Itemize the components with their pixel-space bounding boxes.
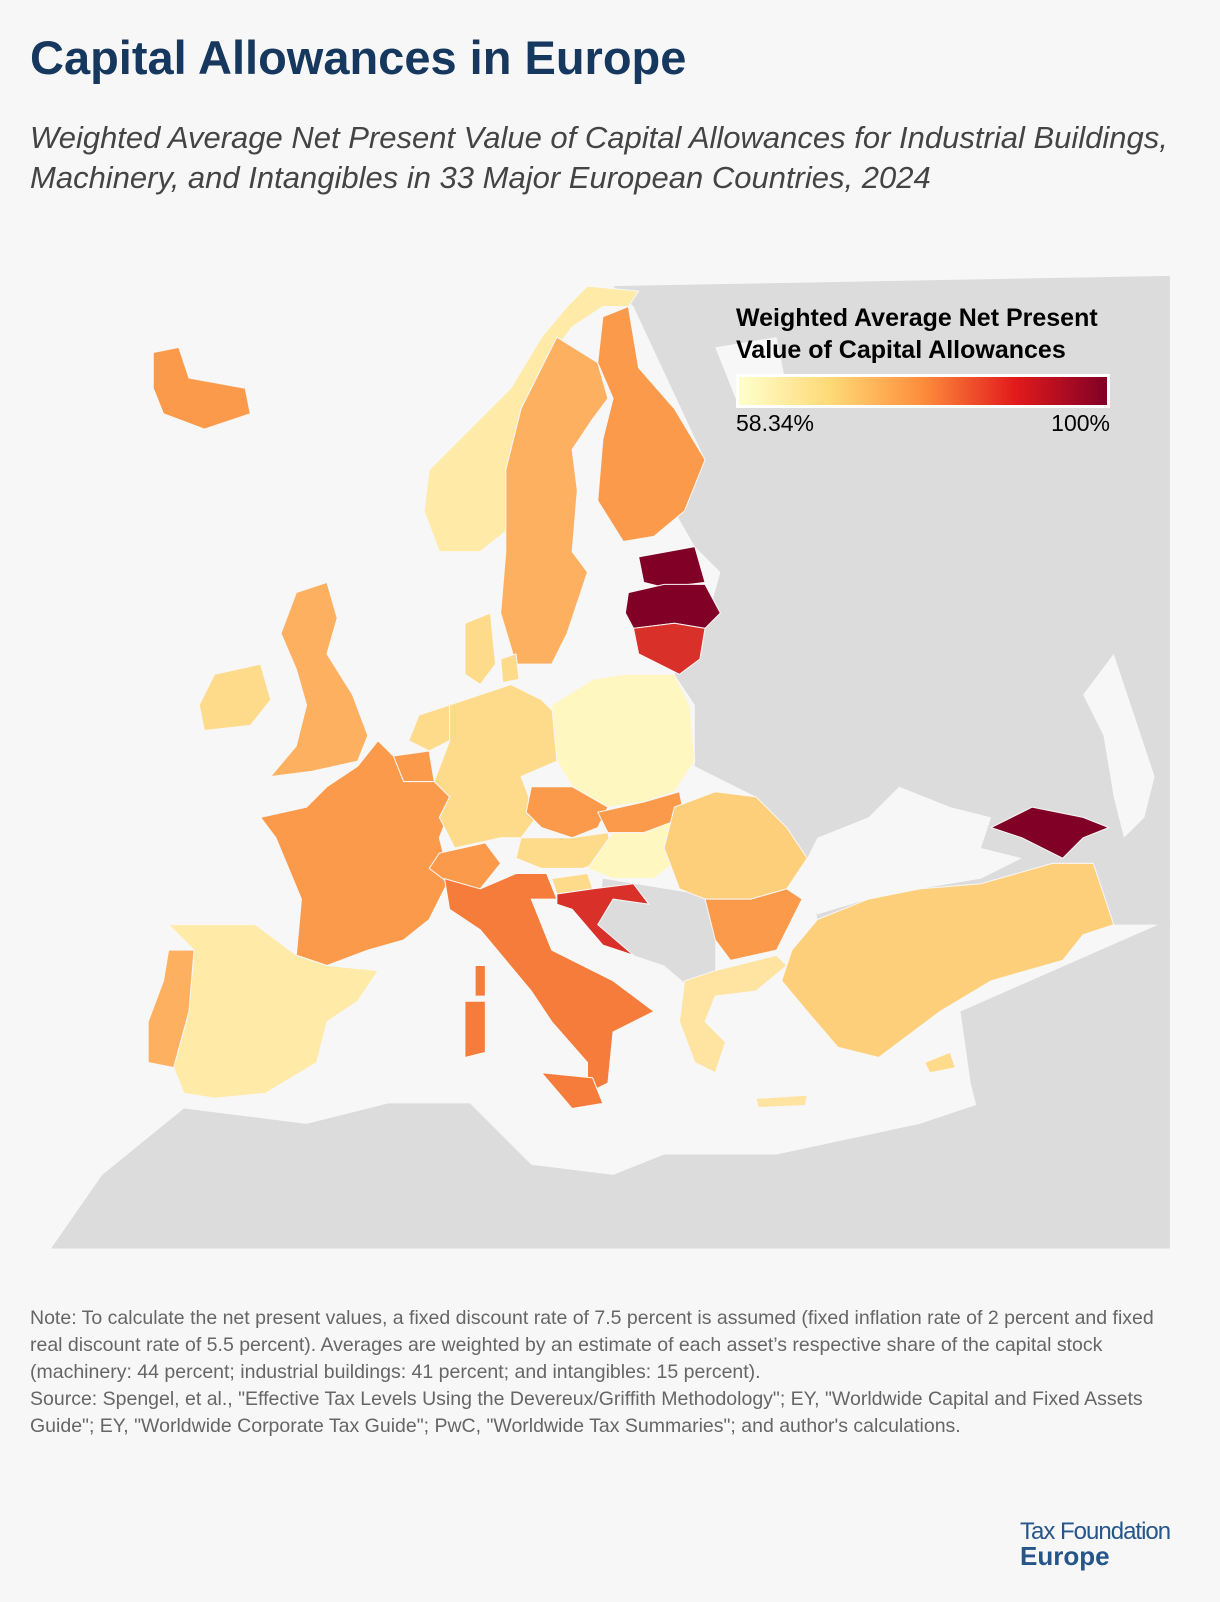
country-dk: [464, 612, 497, 686]
legend-labels: 58.34% 100%: [736, 410, 1110, 437]
country-se: [500, 336, 609, 665]
legend-title: Weighted Average Net Present Value of Ca…: [736, 304, 1098, 364]
countries: [147, 285, 1115, 1110]
country-tr: [781, 862, 1115, 1058]
country-gr: [755, 1094, 808, 1109]
page-title: Capital Allowances in Europe: [30, 31, 687, 84]
land-north-africa: [51, 1103, 1012, 1249]
country-gb: [269, 581, 369, 778]
black-sea: [796, 786, 1022, 915]
seas: [572, 337, 1155, 915]
country-is: [152, 346, 251, 430]
country-pl: [551, 673, 696, 808]
country-lt: [632, 622, 706, 675]
legend-color-scale: [736, 374, 1110, 408]
legend-max-label: 100%: [1051, 410, 1110, 436]
tax-foundation-europe-logo: Tax Foundation Europe: [1020, 1518, 1171, 1571]
country-it: [540, 1072, 604, 1110]
caspian-sea: [1083, 653, 1155, 838]
background-land: [51, 275, 1170, 1249]
logo-line-2: Europe: [1020, 1541, 1110, 1571]
country-fi: [597, 305, 706, 543]
land-east: [613, 275, 1170, 925]
footnote: Note: To calculate the net present value…: [30, 1305, 1190, 1440]
country-bg: [704, 888, 803, 961]
source-text: Source: Spengel, et al., "Effective Tax …: [30, 1388, 1143, 1437]
country-it: [443, 873, 655, 1095]
country-cy: [924, 1051, 957, 1074]
country-gr: [678, 954, 788, 1074]
country-nl: [408, 704, 451, 752]
page-subtitle: Weighted Average Net Present Value of Ca…: [30, 120, 1168, 195]
legend-min-label: 58.34%: [736, 410, 815, 436]
country-no: [423, 285, 640, 553]
land-balkans: [597, 878, 716, 983]
country-it: [474, 964, 486, 997]
logo-line-1: Tax Foundation: [1020, 1518, 1171, 1545]
country-de: [433, 683, 558, 849]
country-hu: [586, 816, 686, 880]
country-es: [167, 924, 379, 1099]
country-lv: [624, 583, 721, 629]
country-cz: [525, 786, 609, 839]
country-ge: [989, 806, 1111, 859]
country-it: [464, 1000, 486, 1059]
country-dk: [500, 653, 520, 684]
country-hr: [556, 883, 650, 956]
country-ie: [198, 663, 272, 732]
baltic-sea: [572, 398, 654, 675]
legend: Weighted Average Net Present Value of Ca…: [736, 302, 1110, 437]
note-text: Note: To calculate the net present value…: [30, 1307, 1154, 1383]
land-middle-east: [960, 919, 1170, 1249]
